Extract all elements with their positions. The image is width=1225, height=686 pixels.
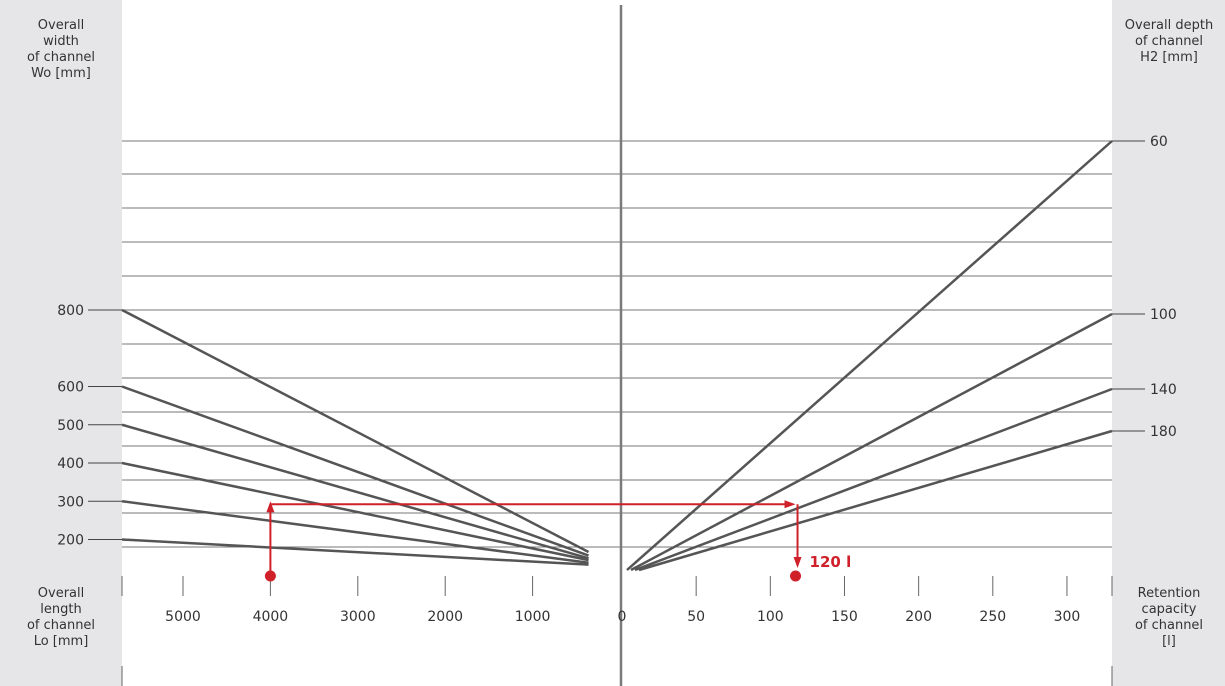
depth-axis-label-line: H2 [mm] (1140, 50, 1198, 65)
arrowhead-up (266, 501, 275, 513)
depth-series-line (638, 429, 1113, 572)
capacity-axis-label-line: of channel (1134, 618, 1204, 633)
length-tick-label: 2000 (427, 609, 463, 625)
length-axis-label-line: of channel (26, 618, 96, 633)
length-tick-label: 5000 (165, 609, 201, 625)
width-tick-label: 800 (57, 303, 84, 319)
width-tick-label: 500 (57, 418, 84, 434)
width-series-line (121, 538, 589, 566)
width-tick-label: 600 (57, 380, 84, 396)
width-axis-label-line: Overall (37, 18, 85, 33)
length-tick-label: 1000 (515, 609, 551, 625)
width-axis-label-line: of channel (26, 50, 96, 65)
length-tick-label: 4000 (253, 609, 289, 625)
width-series-line (121, 385, 589, 557)
arrowhead-down (793, 557, 802, 568)
width-axis-label-line: width (43, 34, 79, 49)
capacity-tick-label: 150 (831, 609, 858, 625)
depth-series-line (626, 140, 1113, 571)
width-series-line (121, 461, 589, 562)
depth-tick-label: 180 (1150, 424, 1177, 440)
width-series-line (121, 500, 589, 565)
arrowhead-right (784, 500, 796, 509)
left-axis-panel (0, 0, 122, 576)
capacity-axis-label-line: capacity (1141, 602, 1197, 617)
length-axis-label-line: Lo [mm] (33, 634, 89, 649)
capacity-axis-label: Retention capacity of channel [l] (1114, 586, 1224, 650)
capacity-tick-label: 0 (618, 609, 627, 625)
capacity-tick-label: 250 (979, 609, 1006, 625)
depth-series-line (630, 312, 1113, 572)
width-tick-label: 200 (57, 533, 84, 549)
depth-axis-label-line: Overall depth (1124, 18, 1214, 33)
width-series-line (121, 423, 589, 560)
width-tick-label: 400 (57, 456, 84, 472)
width-tick-label: 300 (57, 494, 84, 510)
depth-tick-label: 60 (1150, 134, 1168, 150)
capacity-tick-label: 50 (687, 609, 705, 625)
capacity-axis-label-line: [l] (1162, 634, 1176, 649)
length-axis-label-line: length (40, 602, 82, 617)
capacity-axis-label-line: Retention (1137, 586, 1201, 601)
depth-tick-label: 140 (1150, 382, 1177, 398)
left-bottom-panel (0, 576, 122, 686)
depth-axis-label: Overall depth of channel H2 [mm] (1114, 18, 1224, 66)
depth-axis-label-line: of channel (1134, 34, 1204, 49)
length-axis-label-line: Overall (37, 586, 85, 601)
right-axis-panel (1112, 0, 1225, 576)
result-label: 120 l (810, 553, 852, 571)
length-axis-label: Overall length of channel Lo [mm] (6, 586, 116, 650)
width-axis-label-line: Wo [mm] (31, 66, 91, 81)
right-bottom-panel (1112, 576, 1225, 686)
result-point-marker (790, 570, 802, 582)
width-axis-label: Overall width of channel Wo [mm] (6, 18, 116, 82)
length-tick-label: 3000 (340, 609, 376, 625)
capacity-tick-label: 300 (1054, 609, 1081, 625)
depth-series-line (634, 387, 1113, 572)
capacity-tick-label: 200 (905, 609, 932, 625)
depth-tick-label: 100 (1150, 307, 1177, 323)
capacity-tick-label: 100 (757, 609, 784, 625)
width-series-line (121, 308, 590, 554)
